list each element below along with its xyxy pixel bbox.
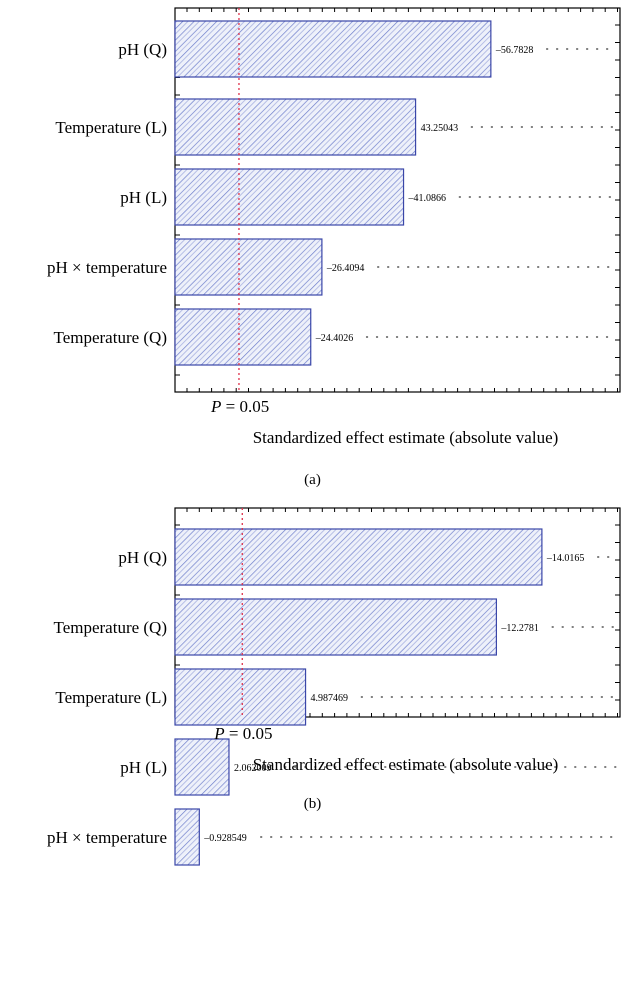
p1-bar xyxy=(174,98,417,156)
p1-category-label: Temperature (L) xyxy=(55,118,167,137)
p2-bar xyxy=(174,738,230,796)
p1-x-axis-label: Standardized effect estimate (absolute v… xyxy=(253,428,559,447)
p1-value-label: –41.0866 xyxy=(408,193,447,204)
p1-value-label: –24.4026 xyxy=(315,333,354,344)
p2-category-label: pH (Q) xyxy=(118,548,167,567)
p1-panel-label: (a) xyxy=(304,472,321,488)
p2-bar xyxy=(174,528,543,586)
p2-category-label: Temperature (Q) xyxy=(54,618,168,637)
p2-bar xyxy=(174,668,307,726)
p2-category-label: pH (L) xyxy=(120,758,167,777)
p1-category-label: Temperature (Q) xyxy=(54,328,168,347)
p2-category-label: Temperature (L) xyxy=(55,688,167,707)
p1-bar xyxy=(174,20,492,78)
p2-panel-label: (b) xyxy=(304,796,322,812)
p1-value-label: –26.4094 xyxy=(326,263,365,274)
p2-value-label: –12.2781 xyxy=(500,623,539,634)
p2-bar xyxy=(174,808,200,866)
p2-value-label: 4.987469 xyxy=(311,693,349,704)
p1-threshold-label: P = 0.05 xyxy=(210,397,269,416)
p1-category-label: pH (Q) xyxy=(118,40,167,59)
p1-bar xyxy=(174,238,323,296)
p1-category-label: pH (L) xyxy=(120,188,167,207)
p2-threshold-label: P = 0.05 xyxy=(213,724,272,743)
p1-bar xyxy=(174,308,312,366)
p1-bar xyxy=(174,168,405,226)
p1-category-label: pH × temperature xyxy=(47,258,167,277)
p1-value-label: –56.7828 xyxy=(495,45,534,56)
p2-bar xyxy=(174,598,497,656)
p2-value-label: –0.928549 xyxy=(203,833,247,844)
p2-x-axis-label: Standardized effect estimate (absolute v… xyxy=(253,755,559,774)
p2-value-label: –14.0165 xyxy=(546,553,585,564)
p2-category-label: pH × temperature xyxy=(47,828,167,847)
p2-value-label: 2.062009 xyxy=(234,763,272,774)
p1-value-label: 43.25043 xyxy=(421,123,459,134)
